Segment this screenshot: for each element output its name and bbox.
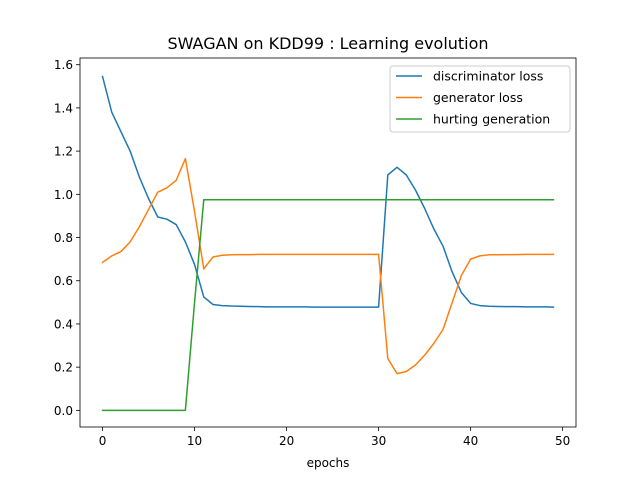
x-tick-label: 0 (99, 434, 107, 448)
y-tick-label: 0.4 (54, 317, 73, 331)
series-layer (101, 75, 555, 412)
legend: discriminator loss generator loss hurting … (389, 65, 571, 133)
y-tick-label: 0.6 (54, 274, 73, 288)
legend-label-2: generator loss (433, 90, 523, 105)
series-line-2 (101, 157, 555, 375)
plot-frame (79, 57, 577, 428)
y-tick-label: 0.2 (54, 361, 73, 375)
y-tick-label: 0.0 (54, 404, 73, 418)
y-tick-label: 1.6 (54, 58, 73, 72)
x-tick-label: 10 (187, 434, 202, 448)
y-tick-label: 1.2 (54, 145, 73, 159)
y-tick-label: 1.0 (54, 188, 73, 202)
x-tick-label: 50 (555, 434, 570, 448)
ticks-layer: 0 10 20 30 40 50 0.0 0.2 0.4 0.6 0.8 1.0 1.2 1.4 1.6 (54, 58, 570, 448)
axes-layer (79, 57, 577, 428)
series-line-1 (101, 75, 555, 308)
legend-box (389, 65, 571, 133)
y-tick-label: 1.4 (54, 101, 73, 115)
y-tick-label: 0.8 (54, 231, 73, 245)
x-tick-label: 40 (463, 434, 478, 448)
chart-title: SWAGAN on KDD99 : Learning evolution (167, 34, 488, 53)
legend-label-1: discriminator loss (433, 69, 543, 84)
x-axis-label: epochs (307, 456, 350, 470)
x-tick-label: 20 (279, 434, 294, 448)
legend-label-3: hurting generation (433, 112, 550, 127)
x-tick-label: 30 (371, 434, 386, 448)
series-line-3 (101, 198, 555, 412)
